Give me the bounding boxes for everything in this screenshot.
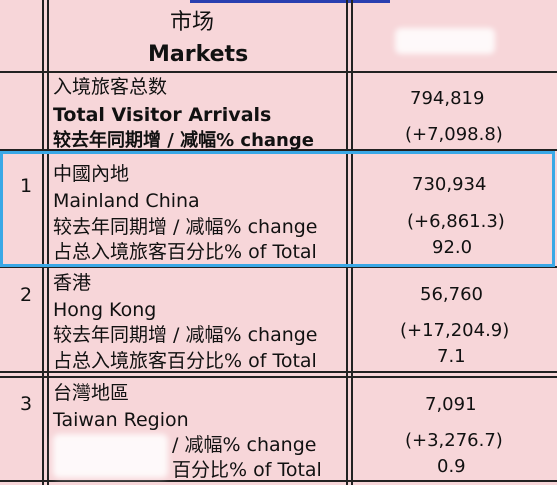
row-3-change: (+3,276.7) <box>405 430 503 451</box>
grid-line <box>42 0 44 485</box>
row-1-name-en: Mainland China <box>53 190 200 212</box>
row-1-share: 92.0 <box>432 237 473 258</box>
top-accent-bar <box>190 0 390 3</box>
row-3-value: 7,091 <box>425 394 477 415</box>
blurred-header-cell <box>395 28 495 54</box>
row-1-change: (+6,861.3) <box>407 211 505 232</box>
row-2-change: (+17,204.9) <box>400 320 510 341</box>
grid-line <box>0 266 557 268</box>
grid-line <box>0 149 557 151</box>
row-3-name-en: Taiwan Region <box>53 409 189 431</box>
row-2-value: 56,760 <box>420 284 483 305</box>
grid-line <box>346 0 348 485</box>
total-label-zh: 入境旅客总数 <box>53 76 168 98</box>
row-3-change-label: / 减幅% change <box>172 434 317 456</box>
grid-line <box>0 376 557 378</box>
grid-line <box>47 0 49 485</box>
row-2-change-label: 较去年同期增 / 减幅% change <box>53 324 318 346</box>
row-2-name-en: Hong Kong <box>53 299 157 321</box>
grid-line <box>0 71 557 73</box>
grid-line <box>0 371 557 373</box>
row-2-name-zh: 香港 <box>53 272 92 294</box>
blurred-label <box>53 434 168 478</box>
row-3-share: 0.9 <box>437 456 466 477</box>
row-1-change-label: 较去年同期增 / 减幅% change <box>53 216 318 238</box>
total-value: 794,819 <box>410 88 485 109</box>
row-2-share: 7.1 <box>437 346 466 367</box>
total-change: (+7,098.8) <box>405 124 503 145</box>
rank-1: 1 <box>20 175 33 197</box>
grid-line <box>0 480 557 482</box>
total-change-label: 较去年同期增 / 减幅% change <box>53 130 314 151</box>
header-markets-en: Markets <box>148 42 249 67</box>
row-3-name-zh: 台灣地區 <box>53 382 130 404</box>
row-1-name-zh: 中國內地 <box>53 163 130 185</box>
grid-line <box>351 0 353 485</box>
total-label-en: Total Visitor Arrivals <box>53 104 272 126</box>
rank-2: 2 <box>20 284 33 306</box>
row-2-share-label: 占总入境旅客百分比% of Total <box>53 350 317 372</box>
highlight-box <box>0 151 555 267</box>
row-1-value: 730,934 <box>412 174 487 195</box>
row-3-share-label: 百分比% of Total <box>172 459 322 481</box>
header-markets-zh: 市场 <box>170 10 215 35</box>
row-1-share-label: 占总入境旅客百分比% of Total <box>53 241 317 263</box>
rank-3: 3 <box>20 393 33 415</box>
